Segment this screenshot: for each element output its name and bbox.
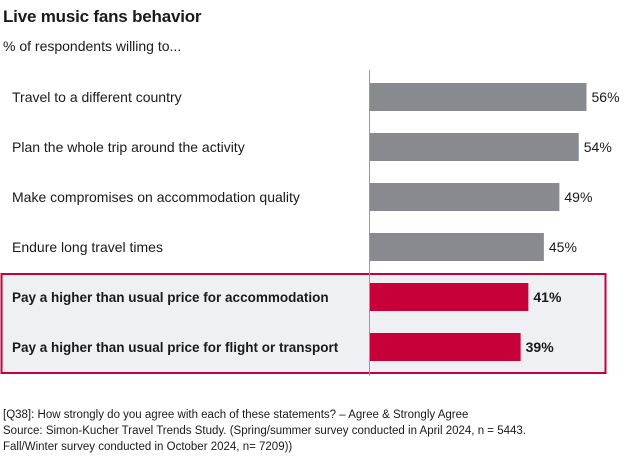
bar-value-label: 54% bbox=[584, 139, 612, 155]
footnote-source-line-2: Fall/Winter survey conducted in October … bbox=[3, 441, 293, 453]
bar bbox=[369, 83, 587, 111]
category-label: Travel to a different country bbox=[12, 89, 182, 105]
category-label: Make compromises on accommodation qualit… bbox=[12, 189, 300, 205]
bar-value-label: 45% bbox=[549, 239, 577, 255]
category-label: Endure long travel times bbox=[12, 239, 163, 255]
bar bbox=[369, 283, 529, 311]
bar bbox=[369, 233, 544, 261]
bar-chart: Travel to a different country 56% Plan the… bbox=[0, 70, 620, 376]
category-label: Pay a higher than usual price for flight… bbox=[12, 340, 339, 355]
category-label: Pay a higher than usual price for accomm… bbox=[12, 290, 329, 305]
category-label: Plan the whole trip around the activity bbox=[12, 139, 245, 155]
chart-subtitle: % of respondents willing to... bbox=[3, 38, 182, 54]
footnote-source-line-1: Source: Simon-Kucher Travel Trends Study… bbox=[3, 425, 526, 437]
footnote-question: [Q38]: How strongly do you agree with ea… bbox=[3, 409, 469, 421]
bar-value-label: 39% bbox=[526, 339, 555, 355]
bar bbox=[369, 133, 579, 161]
bar-value-label: 49% bbox=[564, 189, 592, 205]
bar bbox=[369, 333, 521, 361]
bar-value-label: 56% bbox=[592, 89, 620, 105]
chart-title: Live music fans behavior bbox=[3, 7, 202, 26]
bar-value-label: 41% bbox=[533, 289, 562, 305]
bar bbox=[369, 183, 560, 211]
